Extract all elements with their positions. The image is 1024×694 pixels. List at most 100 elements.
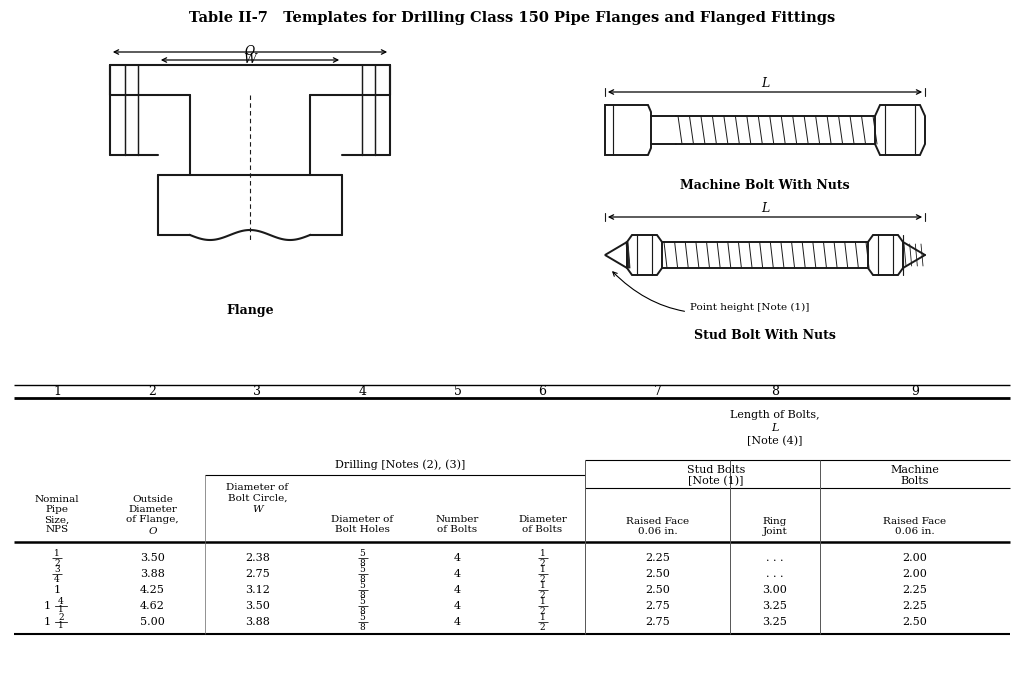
Text: 4: 4: [58, 597, 63, 605]
Text: Raised Face: Raised Face: [626, 518, 689, 527]
Text: 9: 9: [911, 385, 919, 398]
Text: 1: 1: [58, 605, 63, 614]
Text: Bolt Circle,: Bolt Circle,: [227, 493, 288, 502]
Text: of Bolts: of Bolts: [437, 525, 477, 534]
Text: Ring: Ring: [763, 518, 787, 527]
Text: 2.50: 2.50: [645, 569, 670, 579]
Text: 2: 2: [54, 559, 59, 568]
Text: 2.50: 2.50: [902, 617, 928, 627]
Text: 3.25: 3.25: [763, 617, 787, 627]
Text: 2.00: 2.00: [902, 553, 928, 563]
Text: Nominal: Nominal: [35, 496, 79, 505]
Text: 1: 1: [540, 613, 546, 623]
Text: 4: 4: [454, 569, 461, 579]
Text: 2: 2: [540, 591, 546, 600]
Text: 2.75: 2.75: [645, 601, 670, 611]
Text: 1: 1: [53, 585, 60, 595]
Text: 8: 8: [359, 607, 366, 616]
Text: L: L: [761, 201, 769, 214]
Text: 4: 4: [454, 553, 461, 563]
Text: 2: 2: [540, 559, 546, 568]
Text: Machine Bolt With Nuts: Machine Bolt With Nuts: [680, 178, 850, 192]
Text: L: L: [761, 76, 769, 90]
Text: 5: 5: [359, 613, 366, 623]
Text: Diameter: Diameter: [518, 516, 567, 525]
Text: O: O: [148, 527, 157, 536]
Text: Diameter of: Diameter of: [226, 484, 289, 493]
Text: O: O: [245, 44, 255, 58]
Text: 8: 8: [359, 575, 366, 584]
Text: 2.25: 2.25: [645, 553, 670, 563]
Text: Drilling [Notes (2), (3)]: Drilling [Notes (2), (3)]: [335, 459, 465, 471]
Text: 6: 6: [539, 385, 547, 398]
Text: Raised Face: Raised Face: [884, 518, 946, 527]
Text: 5: 5: [359, 582, 366, 591]
Text: 2.75: 2.75: [645, 617, 670, 627]
Text: 8: 8: [359, 591, 366, 600]
Text: 2.75: 2.75: [245, 569, 270, 579]
Text: 1: 1: [43, 601, 50, 611]
Text: 2.00: 2.00: [902, 569, 928, 579]
Text: 5: 5: [454, 385, 462, 398]
Text: 2: 2: [540, 575, 546, 584]
Text: 4.62: 4.62: [140, 601, 165, 611]
Text: . . .: . . .: [766, 569, 783, 579]
Text: NPS: NPS: [45, 525, 69, 534]
Text: Diameter of: Diameter of: [332, 516, 393, 525]
Text: Flange: Flange: [226, 303, 273, 316]
Text: 4: 4: [454, 617, 461, 627]
Text: 2.38: 2.38: [245, 553, 270, 563]
Text: 0.06 in.: 0.06 in.: [638, 527, 677, 536]
Text: Diameter: Diameter: [128, 505, 177, 514]
Text: of Bolts: of Bolts: [522, 525, 562, 534]
Text: 3.25: 3.25: [763, 601, 787, 611]
Text: 1: 1: [53, 385, 61, 398]
Text: 7: 7: [653, 385, 662, 398]
Text: 1: 1: [540, 582, 546, 591]
Text: 5: 5: [359, 550, 366, 559]
Text: Machine: Machine: [891, 465, 939, 475]
Text: 1: 1: [54, 550, 59, 559]
Text: 1: 1: [43, 617, 50, 627]
Text: 2: 2: [540, 607, 546, 616]
Text: 1: 1: [540, 598, 546, 607]
Text: [Note (1)]: [Note (1)]: [688, 476, 744, 486]
Text: 3: 3: [254, 385, 261, 398]
Text: Outside: Outside: [132, 496, 173, 505]
Text: 4: 4: [358, 385, 367, 398]
Text: Size,: Size,: [44, 516, 70, 525]
Text: 2: 2: [148, 385, 157, 398]
Text: 4: 4: [454, 601, 461, 611]
Text: W: W: [252, 505, 263, 514]
Text: 8: 8: [359, 559, 366, 568]
Text: 1: 1: [540, 550, 546, 559]
Text: 1: 1: [540, 566, 546, 575]
Text: [Note (4)]: [Note (4)]: [748, 436, 803, 446]
Text: 0.06 in.: 0.06 in.: [895, 527, 935, 536]
Text: Stud Bolts: Stud Bolts: [687, 465, 745, 475]
Text: 8: 8: [771, 385, 779, 398]
Text: 5.00: 5.00: [140, 617, 165, 627]
Text: Joint: Joint: [763, 527, 787, 536]
Text: 4.25: 4.25: [140, 585, 165, 595]
Text: 5: 5: [359, 598, 366, 607]
Text: 3.00: 3.00: [763, 585, 787, 595]
Text: of Flange,: of Flange,: [126, 516, 179, 525]
Text: Point height [Note (1)]: Point height [Note (1)]: [612, 272, 809, 312]
Text: W: W: [244, 53, 256, 65]
Text: 1: 1: [58, 622, 63, 631]
Text: L: L: [771, 423, 778, 433]
Text: 2: 2: [540, 623, 546, 632]
Text: 3.12: 3.12: [245, 585, 270, 595]
Text: Number: Number: [436, 516, 479, 525]
Text: Bolt Holes: Bolt Holes: [335, 525, 390, 534]
Text: 3.88: 3.88: [245, 617, 270, 627]
Text: 4: 4: [54, 575, 59, 584]
Text: 2.25: 2.25: [902, 585, 928, 595]
Text: 3: 3: [54, 566, 59, 575]
Text: Bolts: Bolts: [901, 476, 929, 486]
Text: 3.88: 3.88: [140, 569, 165, 579]
Text: 3.50: 3.50: [140, 553, 165, 563]
Text: Length of Bolts,: Length of Bolts,: [730, 410, 820, 420]
Text: Stud Bolt With Nuts: Stud Bolt With Nuts: [694, 328, 836, 341]
